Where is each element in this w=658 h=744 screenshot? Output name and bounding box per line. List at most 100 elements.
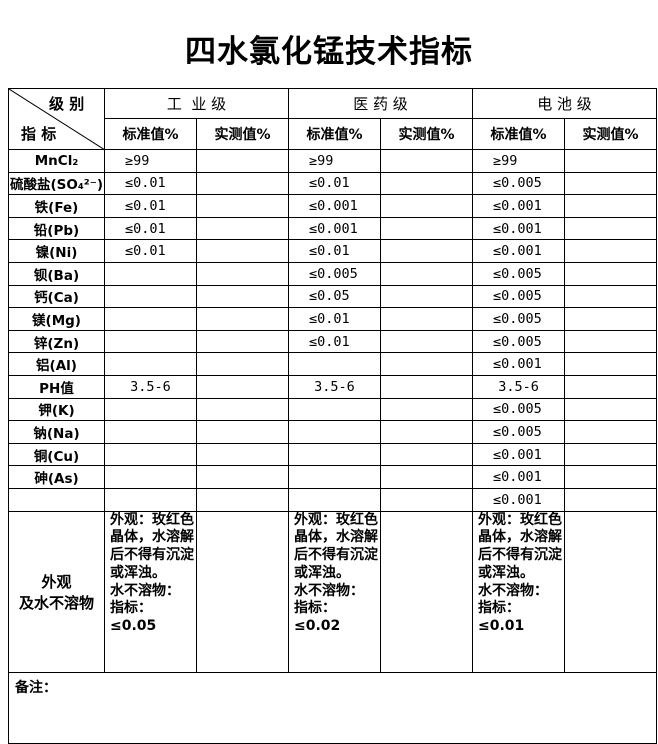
measured-value-cell[interactable] (196, 239, 289, 263)
indicator-name: PH值 (8, 374, 105, 399)
standard-value: ≤0.001 (472, 487, 566, 512)
standard-value (288, 442, 381, 467)
standard-value (104, 420, 197, 444)
measured-value-cell[interactable] (196, 352, 289, 376)
table-row: 铜(Cu) ≤0.001 (8, 442, 658, 467)
standard-value: ≤0.001 (288, 194, 381, 218)
measured-value-cell[interactable] (564, 442, 658, 467)
indicator-name: 钙(Ca) (8, 284, 105, 309)
measured-value-cell[interactable] (379, 194, 474, 218)
measured-value-cell[interactable] (564, 194, 658, 218)
standard-value: ≥99 (288, 149, 381, 173)
measured-value-cell[interactable] (196, 374, 289, 399)
standard-value: ≤0.005 (472, 307, 566, 331)
standard-value-header: 标准值% (288, 118, 381, 150)
standard-value: 3.5-6 (472, 374, 566, 399)
measured-value-cell[interactable] (564, 171, 658, 196)
measured-value-cell[interactable] (196, 216, 289, 241)
measured-value-cell[interactable] (379, 442, 474, 467)
measured-value-cell[interactable] (564, 216, 658, 241)
diagonal-line (9, 89, 104, 149)
measured-value-cell[interactable] (564, 352, 658, 376)
standard-value: 3.5-6 (104, 374, 197, 399)
indicator-name: 钠(Na) (8, 420, 105, 444)
standard-value (104, 261, 197, 286)
standard-value: ≤0.005 (472, 261, 566, 286)
measured-value-cell[interactable] (379, 239, 474, 263)
measured-value-cell[interactable] (564, 284, 658, 309)
standard-value (104, 442, 197, 467)
measured-value-cell[interactable] (196, 487, 289, 512)
appearance-measured-cell[interactable] (379, 510, 474, 673)
indicator-name: 硫酸盐(SO₄²⁻) (8, 171, 105, 196)
measured-value-cell[interactable] (564, 487, 658, 512)
measured-value-cell[interactable] (379, 171, 474, 196)
measured-value-cell[interactable] (379, 374, 474, 399)
standard-value: ≥99 (104, 149, 197, 173)
table-row: ≤0.001 (8, 487, 658, 512)
measured-value-cell[interactable] (379, 352, 474, 376)
grade-medical: 医 药 级 (287, 88, 474, 119)
measured-value-cell[interactable] (379, 397, 474, 422)
standard-value: ≤0.001 (472, 216, 566, 241)
measured-value-cell[interactable] (196, 307, 289, 331)
grade-industrial: 工 业 级 (104, 88, 289, 119)
measured-value-cell[interactable] (196, 420, 289, 444)
measured-value-cell[interactable] (379, 329, 474, 354)
measured-value-cell[interactable] (196, 397, 289, 422)
measured-value-cell[interactable] (564, 465, 658, 489)
standard-value (288, 420, 381, 444)
table-row: 硫酸盐(SO₄²⁻) ≤0.01 ≤0.01 ≤0.005 (8, 171, 658, 196)
measured-value-cell[interactable] (196, 149, 289, 173)
standard-value-header: 标准值% (104, 118, 197, 150)
measured-value-cell[interactable] (379, 307, 474, 331)
measured-value-cell[interactable] (196, 329, 289, 354)
standard-value (104, 397, 197, 422)
table-row: 锌(Zn) ≤0.01 ≤0.005 (8, 329, 658, 354)
standard-value: ≤0.01 (288, 239, 381, 263)
measured-value-cell[interactable] (379, 216, 474, 241)
corner-top: 级 别 (49, 95, 85, 113)
measured-value-cell[interactable] (564, 397, 658, 422)
standard-value (104, 487, 197, 512)
corner-bottom: 指 标 (21, 125, 57, 143)
measured-value-cell[interactable] (379, 487, 474, 512)
standard-value (288, 352, 381, 376)
note-cell[interactable]: 备注： (7, 671, 658, 744)
measured-value-cell[interactable] (196, 442, 289, 467)
measured-value-cell[interactable] (379, 420, 474, 444)
standard-value: ≤0.01 (288, 329, 381, 354)
table-row: MnCl₂ ≥99 ≥99 ≥99 (8, 149, 658, 173)
table-row: 镁(Mg) ≤0.01 ≤0.005 (8, 307, 658, 331)
measured-value-cell[interactable] (564, 307, 658, 331)
appearance-standard: 外观：玫红色晶体，水溶解后不得有沉淀或浑浊。 水不溶物： 指标： ≤0.05 (104, 510, 197, 673)
standard-value: ≤0.005 (288, 261, 381, 286)
measured-value-cell[interactable] (564, 239, 658, 263)
standard-value (288, 397, 381, 422)
indicator-name: MnCl₂ (8, 149, 105, 173)
measured-value-cell[interactable] (564, 329, 658, 354)
indicator-name: 钾(K) (8, 397, 105, 422)
measured-value-cell[interactable] (379, 149, 474, 173)
measured-value-cell[interactable] (196, 194, 289, 218)
measured-value-cell[interactable] (196, 465, 289, 489)
appearance-label: 外观 及水不溶物 (8, 510, 105, 673)
measured-value-cell[interactable] (196, 171, 289, 196)
standard-value (104, 352, 197, 376)
measured-value-cell[interactable] (564, 261, 658, 286)
measured-value-cell[interactable] (379, 261, 474, 286)
measured-value-cell[interactable] (196, 284, 289, 309)
measured-value-cell[interactable] (379, 465, 474, 489)
appearance-measured-cell[interactable] (564, 510, 658, 673)
measured-value-cell[interactable] (564, 374, 658, 399)
measured-value-header: 实测值% (196, 118, 289, 150)
measured-value-cell[interactable] (564, 420, 658, 444)
measured-value-cell[interactable] (379, 284, 474, 309)
standard-value (104, 284, 197, 309)
measured-value-cell[interactable] (564, 149, 658, 173)
standard-value: ≤0.005 (472, 397, 566, 422)
measured-value-cell[interactable] (196, 261, 289, 286)
appearance-measured-cell[interactable] (196, 510, 289, 673)
page-title: 四水氯化锰技术指标 (185, 34, 473, 70)
measured-value-header: 实测值% (379, 118, 474, 150)
